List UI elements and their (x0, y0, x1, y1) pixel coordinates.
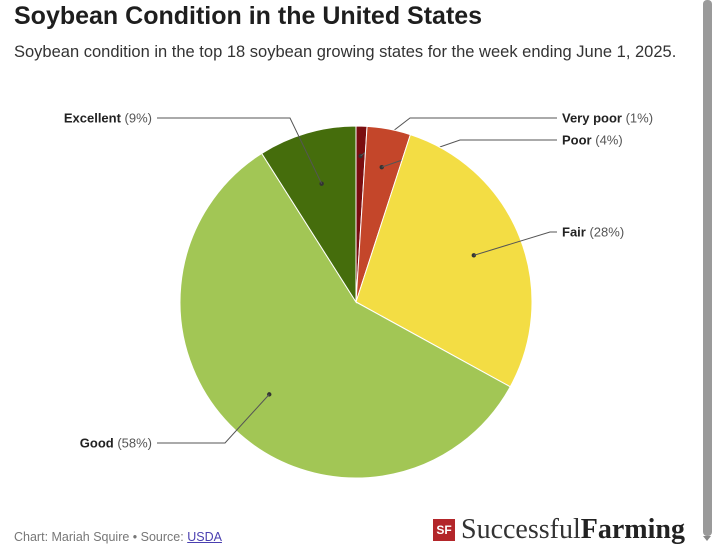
slice-label-name: Excellent (64, 111, 125, 126)
leader-line (157, 394, 270, 444)
leader-line (473, 231, 557, 256)
slice-label: Poor (4%) (562, 133, 623, 148)
slice-label-percent: (58%) (117, 436, 152, 451)
slice-label-percent: (4%) (595, 133, 622, 148)
slice-label-percent: (1%) (626, 111, 653, 126)
source-link[interactable]: USDA (187, 530, 222, 544)
sf-logo-icon: SF (433, 519, 455, 541)
scrollbar[interactable] (703, 0, 712, 536)
chart-title: Soybean Condition in the United States (14, 2, 483, 30)
slice-label-name: Very poor (562, 111, 626, 126)
footer-credit: Chart: Mariah Squire • Source: USDA (14, 530, 222, 544)
logo-word-2: Farming (580, 514, 685, 545)
slice-label-percent: (9%) (125, 111, 152, 126)
pie-slice-excellent (261, 125, 357, 304)
credit-text: Chart: Mariah Squire • Source: (14, 530, 188, 544)
slice-label-name: Fair (562, 225, 589, 240)
pie-slice-good (179, 152, 511, 479)
chart-subtitle: Soybean condition in the top 18 soybean … (14, 43, 677, 61)
slice-label-name: Good (80, 436, 118, 451)
successful-farming-logo: SF Successful Farming (433, 514, 685, 546)
logo-word-1: Successful (461, 514, 581, 545)
slice-label-name: Poor (562, 133, 595, 148)
leader-line (157, 117, 323, 184)
scroll-down-arrow-icon[interactable] (703, 536, 711, 541)
slice-label: Good (58%) (80, 436, 152, 451)
slice-label-percent: (28%) (589, 225, 624, 240)
slice-label: Very poor (1%) (562, 111, 653, 126)
slice-label: Fair (28%) (562, 225, 624, 240)
pie-slice-fair (355, 133, 533, 388)
slice-label: Excellent (9%) (64, 111, 152, 126)
